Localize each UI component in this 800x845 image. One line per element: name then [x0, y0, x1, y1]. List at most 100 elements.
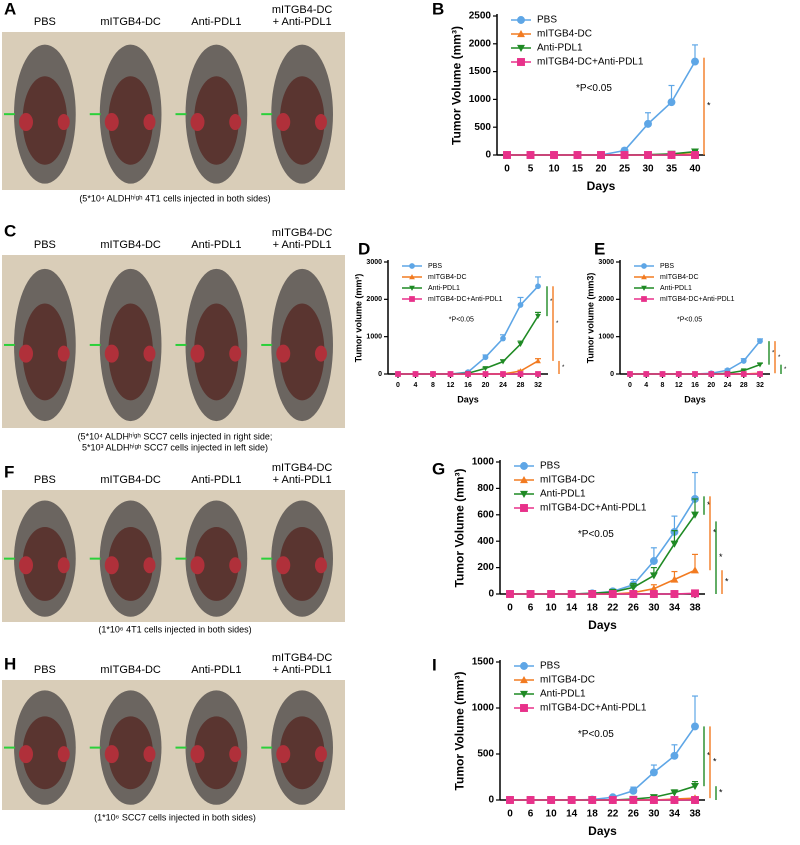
x-tick-label: 38 [689, 603, 701, 614]
marker [520, 462, 528, 470]
significance-label: * [719, 552, 723, 562]
x-tick-label: 38 [689, 809, 701, 820]
marker [409, 296, 415, 302]
y-axis-title: Tumor volume (mm³) [354, 274, 364, 363]
significance-label: * [719, 787, 723, 797]
x-tick-label: 14 [566, 603, 578, 614]
column-label: mITGB4-DC [100, 474, 161, 486]
tumor [229, 114, 242, 131]
tumor [57, 746, 70, 763]
significance-label: * [778, 355, 781, 361]
marker [526, 151, 535, 159]
tumor [19, 113, 34, 132]
marker [526, 796, 535, 804]
mouse-belly [194, 76, 239, 165]
marker [670, 796, 679, 804]
marker [757, 362, 763, 368]
marker [535, 371, 541, 377]
marker [757, 338, 763, 345]
marker [567, 796, 576, 804]
marker [691, 589, 699, 598]
y-tick-label: 500 [474, 122, 491, 133]
column-label: + Anti-PDL1 [273, 16, 332, 28]
x-tick-label: 30 [642, 164, 654, 175]
y-tick-label: 1000 [366, 334, 382, 341]
mouse-belly [22, 526, 68, 601]
y-axis-title: Tumor Volume (mm³) [453, 469, 467, 588]
x-tick-label: 15 [572, 164, 584, 175]
y-tick-label: 3000 [366, 259, 382, 266]
tumor [57, 345, 70, 362]
significance-label: * [550, 299, 553, 305]
legend-label: Anti-PDL1 [428, 285, 460, 292]
marker [588, 590, 597, 598]
column-label: mITGB4-DC [100, 664, 161, 676]
x-tick-label: 24 [724, 382, 732, 389]
caption: (5*10⁴ ALDHʰⁱᵍʰ SCC7 cells injected in r… [78, 431, 273, 441]
series-line [398, 315, 539, 375]
marker [670, 789, 679, 797]
marker [520, 490, 528, 498]
annotation: *P<0.05 [449, 317, 474, 324]
mouse-belly [108, 716, 153, 790]
marker [520, 662, 528, 670]
x-tick-label: 34 [669, 603, 681, 614]
x-axis-title: Days [587, 179, 616, 193]
caption: (5*10⁴ ALDHʰⁱᵍʰ 4T1 cells injected in bo… [79, 193, 270, 203]
legend-label: mITGB4-DC+Anti-PDL1 [660, 296, 735, 303]
y-tick-label: 2000 [598, 296, 614, 303]
marker [757, 371, 763, 377]
marker [520, 690, 528, 698]
marker [520, 704, 528, 712]
marker [667, 151, 676, 159]
marker [567, 590, 576, 598]
x-tick-label: 18 [587, 603, 599, 614]
tumor [57, 557, 70, 574]
caption: (1*10⁶ SCC7 cells injected in both sides… [94, 812, 256, 822]
mouse-belly [279, 526, 325, 601]
tumor [229, 746, 242, 763]
marker [691, 783, 699, 791]
marker [517, 16, 525, 24]
marker [649, 796, 658, 804]
x-axis-title: Days [457, 394, 479, 404]
series-line [510, 592, 696, 595]
legend-label: PBS [537, 15, 557, 26]
marker [608, 590, 617, 598]
significance-label: * [713, 528, 717, 538]
marker [409, 263, 415, 269]
marker [482, 371, 489, 377]
panel-letter: H [4, 654, 16, 673]
marker [644, 119, 652, 128]
x-tick-label: 4 [644, 382, 648, 389]
x-tick-label: 6 [528, 809, 534, 820]
marker [649, 768, 658, 777]
marker [482, 366, 489, 372]
tumor [19, 556, 34, 575]
legend-label: mITGB4-DC+Anti-PDL1 [540, 503, 647, 514]
panel-letter: E [594, 239, 605, 258]
column-label: mITGB4-DC [272, 652, 333, 664]
panel-letter: B [432, 0, 444, 18]
caption: 5*10³ ALDHʰⁱᵍʰ SCC7 cells injected in le… [82, 442, 268, 452]
column-label: mITGB4-DC [100, 239, 161, 251]
tumor [104, 556, 119, 575]
column-label: PBS [34, 16, 56, 28]
x-axis-title: Days [588, 824, 617, 838]
marker [535, 283, 541, 290]
legend-label: mITGB4-DC [540, 475, 595, 486]
tumor [19, 344, 34, 363]
y-tick-label: 0 [488, 795, 494, 806]
tumor [276, 745, 291, 764]
x-tick-label: 10 [546, 603, 558, 614]
x-tick-label: 6 [528, 603, 534, 614]
y-tick-label: 1000 [598, 334, 614, 341]
legend-label: mITGB4-DC+Anti-PDL1 [428, 296, 503, 303]
marker [517, 302, 524, 308]
x-tick-label: 0 [507, 809, 513, 820]
mouse-belly [108, 526, 153, 601]
tumor [104, 113, 119, 132]
series-line [510, 569, 696, 595]
mouse-belly [194, 526, 239, 601]
